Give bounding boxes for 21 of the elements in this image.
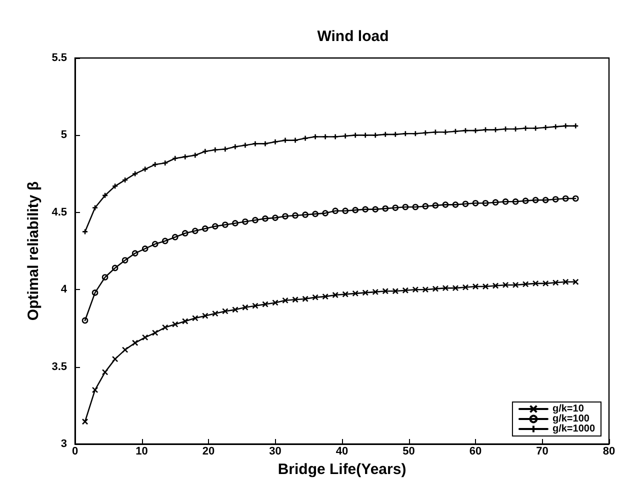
x-tick-label: 40 bbox=[336, 446, 348, 458]
x-tick-label: 80 bbox=[602, 446, 616, 458]
legend-label: g/k=10 bbox=[552, 404, 584, 414]
x-tick-label: 0 bbox=[72, 446, 78, 458]
x-axis-title: Bridge Life(Years) bbox=[278, 460, 406, 478]
x-tick-label: 60 bbox=[469, 446, 482, 458]
y-axis-title: Optimal reliability β bbox=[24, 181, 42, 321]
chart-title: Wind load bbox=[317, 28, 389, 45]
y-tick-label: 3 bbox=[60, 438, 67, 450]
x-tick-label: 70 bbox=[536, 446, 548, 458]
legend-label: g/k=100 bbox=[552, 414, 590, 424]
x-tick-label: 50 bbox=[402, 446, 415, 458]
legend-label: g/k=1000 bbox=[552, 424, 596, 434]
y-tick-label: 5 bbox=[60, 129, 67, 142]
x-tick-label: 10 bbox=[136, 446, 148, 458]
y-tick-label: 4 bbox=[60, 284, 68, 296]
x-tick-label: 20 bbox=[202, 446, 215, 458]
x-tick-label: 30 bbox=[269, 446, 282, 458]
y-tick-label: 5.5 bbox=[52, 52, 67, 64]
y-tick-label: 4.5 bbox=[52, 206, 67, 218]
y-tick-label: 3.5 bbox=[52, 360, 67, 373]
